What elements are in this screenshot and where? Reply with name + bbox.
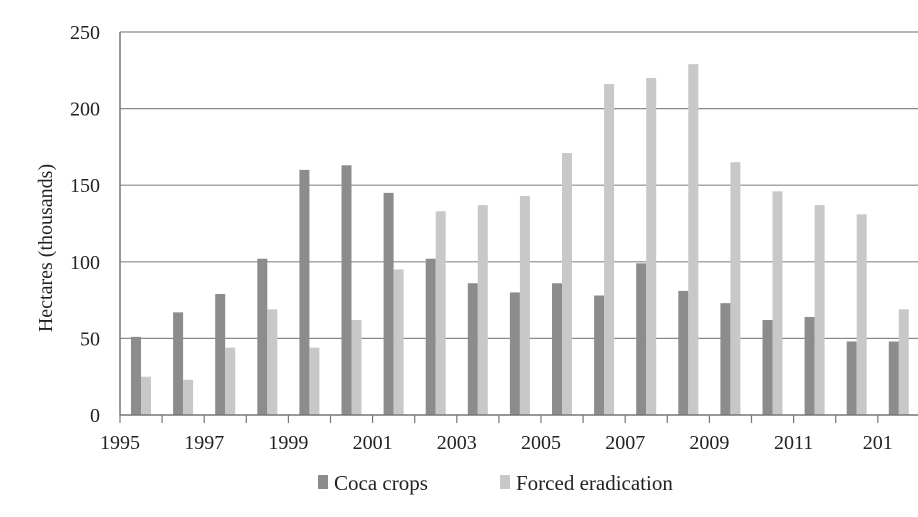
bar-coca-crops [131, 336, 141, 415]
legend: Coca crops Forced eradication [318, 471, 673, 495]
bar-coca-crops [888, 341, 899, 415]
x-tick-label: 201 [863, 432, 893, 454]
bar-coca-crops [173, 312, 184, 415]
bar-forced-eradication [604, 84, 615, 415]
bar-coca-crops [383, 192, 394, 415]
y-tick-label: 150 [70, 175, 100, 197]
bar-forced-eradication [225, 347, 236, 415]
x-tick-label: 1999 [268, 432, 308, 454]
bar-forced-eradication [856, 214, 867, 415]
bar-forced-eradication [772, 191, 783, 415]
bar-coca-crops [594, 295, 605, 415]
y-tick-labels: 0 50 100 150 200 250 [70, 22, 100, 427]
bar-coca-crops [678, 290, 689, 415]
x-tick-labels: 1995 1997 1999 2001 2003 2005 2007 2009 2011 201 [100, 432, 893, 454]
legend-label-forced-eradication: Forced eradication [516, 471, 673, 495]
y-tick-label: 200 [70, 99, 100, 121]
x-tick-label: 1997 [184, 432, 224, 454]
y-tick-label: 100 [70, 252, 100, 274]
bar-forced-eradication [898, 309, 909, 415]
x-tick-label: 1995 [100, 432, 140, 454]
bar-forced-eradication [351, 320, 362, 415]
bar-forced-eradication [435, 211, 446, 415]
bar-forced-eradication [183, 379, 194, 415]
y-tick-label: 50 [80, 328, 100, 350]
bar-forced-eradication [393, 269, 404, 415]
bar-forced-eradication [519, 195, 530, 415]
x-tick-label: 2001 [353, 432, 393, 454]
bar-forced-eradication [309, 347, 320, 415]
legend-swatch-coca-crops [318, 475, 328, 489]
bar-coca-crops [720, 303, 731, 415]
axes [119, 32, 918, 423]
bar-coca-crops [467, 283, 478, 415]
y-axis-label: Hectares (thousands) [35, 164, 57, 332]
bar-coca-crops [215, 293, 226, 415]
bar-forced-eradication [730, 162, 741, 415]
bar-forced-eradication [814, 205, 825, 415]
bar-coca-crops [299, 169, 310, 415]
x-tick-label: 2007 [605, 432, 645, 454]
x-tick-label: 2011 [774, 432, 813, 454]
bar-forced-eradication [562, 153, 572, 415]
bar-coca-crops [846, 341, 857, 415]
y-tick-label: 0 [90, 405, 100, 427]
x-tick-label: 2009 [689, 432, 729, 454]
x-tick-label: 2005 [521, 432, 561, 454]
bar-coca-crops [257, 258, 268, 415]
bars [131, 64, 909, 416]
bar-forced-eradication [646, 77, 657, 416]
bar-coca-crops [762, 320, 773, 415]
legend-swatch-forced-eradication [500, 475, 510, 489]
x-tick-label: 2003 [437, 432, 477, 454]
bar-forced-eradication [688, 64, 699, 415]
bar-coca-crops [552, 283, 562, 415]
bar-coca-crops [509, 292, 520, 415]
legend-label-coca-crops: Coca crops [334, 471, 428, 495]
bar-forced-eradication [477, 205, 488, 415]
bar-coca-crops [636, 263, 647, 415]
y-tick-label: 250 [70, 22, 100, 44]
bar-forced-eradication [141, 376, 151, 415]
bar-coca-crops [341, 165, 352, 415]
bar-forced-eradication [267, 309, 278, 415]
gridlines [120, 31, 918, 339]
bar-coca-crops [804, 316, 815, 415]
bar-coca-crops [425, 258, 436, 415]
